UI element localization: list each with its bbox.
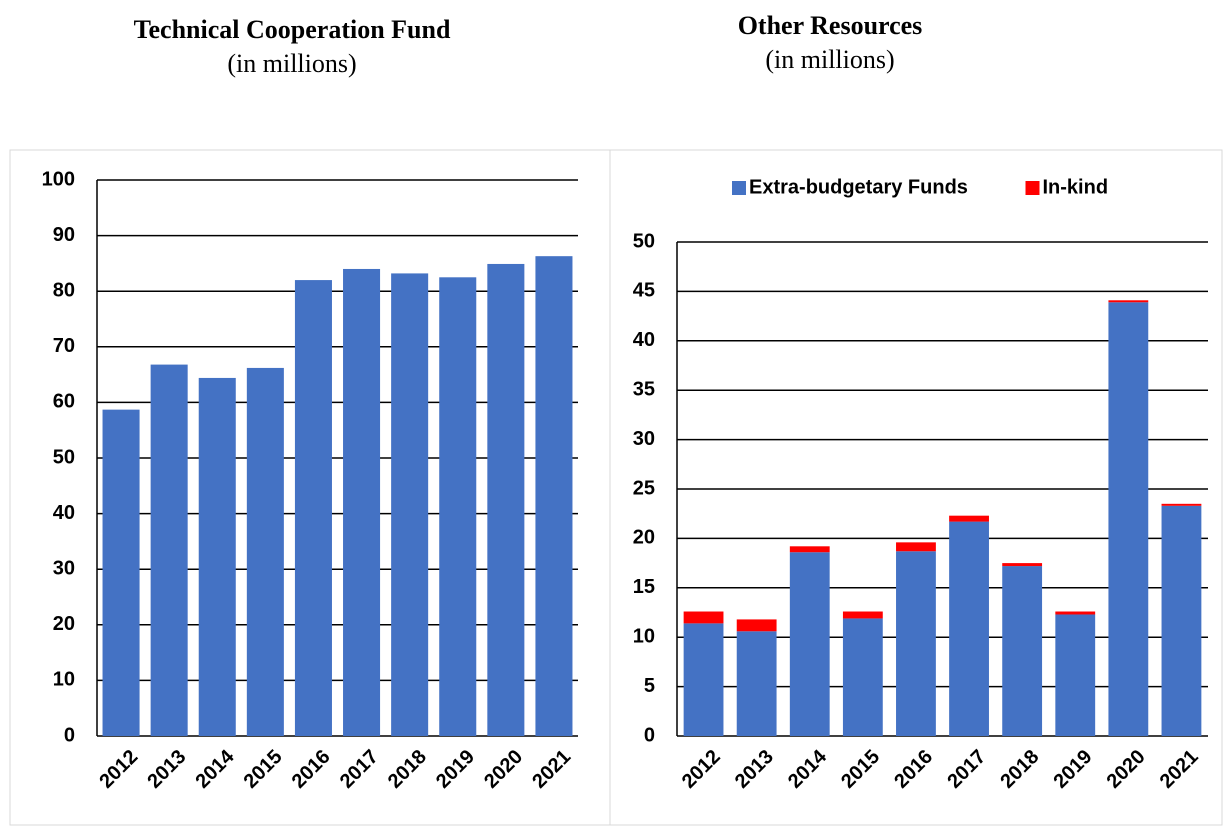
y-tick-label: 15 — [633, 576, 655, 598]
x-tick-label: 2020 — [1103, 746, 1150, 793]
legend-swatch — [1025, 181, 1040, 195]
x-tick-label: 2016 — [288, 746, 335, 793]
bar-segment — [1002, 566, 1043, 736]
bar-segment — [1161, 503, 1202, 506]
y-tick-label: 10 — [633, 625, 655, 647]
chart-title: Other Resources — [738, 11, 923, 40]
x-tick-label: 2017 — [336, 746, 383, 793]
bar-segment — [1161, 505, 1202, 736]
bar-segment — [736, 619, 777, 632]
y-tick-label: 35 — [633, 378, 655, 400]
x-tick-label: 2015 — [837, 746, 884, 793]
bar-segment — [1108, 302, 1149, 736]
x-tick-label: 2014 — [784, 745, 832, 793]
x-tick-label: 2020 — [480, 746, 527, 793]
x-tick-label: 2019 — [432, 746, 479, 793]
bar-segment — [789, 552, 830, 736]
bar — [391, 273, 429, 736]
y-tick-label: 90 — [53, 224, 75, 246]
bar-segment — [896, 542, 936, 552]
bar — [102, 409, 140, 736]
chart-subtitle: (in millions) — [765, 45, 894, 74]
chart-subtitle: (in millions) — [227, 49, 356, 78]
bar-segment — [949, 515, 989, 522]
y-tick-label: 80 — [53, 279, 75, 301]
bar — [535, 256, 573, 736]
y-tick-label: 30 — [53, 557, 75, 579]
bar — [439, 277, 477, 736]
bar — [246, 367, 284, 736]
y-tick-label: 30 — [633, 428, 655, 450]
bar-segment — [842, 611, 883, 619]
bar-segment — [1055, 614, 1096, 736]
bar-segment — [1108, 300, 1149, 303]
bar — [294, 280, 332, 736]
y-tick-label: 25 — [633, 477, 655, 499]
legend-label: In-kind — [1043, 176, 1109, 198]
y-tick-label: 70 — [53, 335, 75, 357]
x-tick-label: 2016 — [890, 746, 937, 793]
legend-label: Extra-budgetary Funds — [749, 176, 968, 198]
x-tick-label: 2019 — [1049, 746, 1096, 793]
y-tick-label: 50 — [633, 230, 655, 252]
y-tick-label: 20 — [633, 527, 655, 549]
y-tick-label: 0 — [644, 724, 655, 746]
x-tick-label: 2013 — [731, 746, 778, 793]
y-tick-label: 0 — [64, 724, 75, 746]
y-tick-label: 45 — [633, 280, 655, 302]
bar-segment — [896, 551, 936, 736]
x-tick-label: 2021 — [528, 746, 575, 793]
y-tick-label: 100 — [42, 168, 75, 190]
x-tick-label: 2013 — [143, 746, 190, 793]
y-tick-label: 50 — [53, 446, 75, 468]
bar-segment — [949, 521, 989, 736]
bar-segment — [683, 611, 724, 624]
y-tick-label: 20 — [53, 613, 75, 635]
x-tick-label: 2018 — [384, 746, 431, 793]
x-tick-label: 2012 — [95, 746, 142, 793]
legend-swatch — [732, 181, 746, 195]
y-tick-label: 60 — [53, 391, 75, 413]
panel-frame — [609, 149, 1223, 826]
bar-segment — [1055, 611, 1096, 615]
x-tick-label: 2021 — [1156, 746, 1203, 793]
bar — [487, 263, 525, 736]
bar — [343, 268, 381, 736]
y-tick-label: 5 — [644, 675, 655, 697]
x-tick-label: 2014 — [191, 745, 239, 793]
x-tick-label: 2018 — [996, 746, 1043, 793]
bar — [150, 364, 188, 736]
bar-segment — [736, 631, 777, 736]
y-tick-label: 10 — [53, 669, 75, 691]
x-tick-label: 2012 — [678, 746, 725, 793]
y-tick-label: 40 — [633, 329, 655, 351]
chart-title: Technical Cooperation Fund — [134, 15, 451, 44]
bar-segment — [842, 618, 883, 736]
y-tick-label: 40 — [53, 502, 75, 524]
x-tick-label: 2017 — [943, 746, 990, 793]
x-tick-label: 2015 — [240, 746, 287, 793]
bar-segment — [1002, 563, 1043, 567]
bar-segment — [789, 546, 830, 553]
bar-segment — [683, 623, 724, 736]
bar — [198, 377, 236, 736]
